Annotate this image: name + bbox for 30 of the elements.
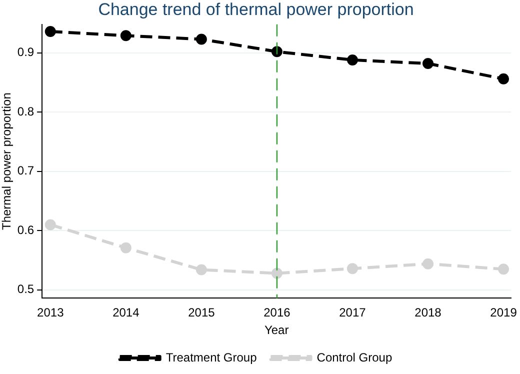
point <box>346 54 358 66</box>
x-tick-label: 2018 <box>414 306 442 320</box>
legend-label: Treatment Group <box>166 350 258 364</box>
x-axis-title: Year <box>264 323 289 338</box>
y-axis-title: Thermal power proportion <box>0 92 14 230</box>
x-tick-label: 2016 <box>264 306 291 320</box>
y-tick-label: 0.5 <box>17 282 34 296</box>
y-tick-label: 0.7 <box>17 164 34 178</box>
point <box>346 263 358 274</box>
y-tick-label: 0.6 <box>17 222 34 237</box>
point <box>271 268 282 279</box>
x-tick-label: 2015 <box>188 306 216 320</box>
point <box>422 58 434 70</box>
point <box>120 30 132 42</box>
point <box>498 73 510 84</box>
legend-label: Control Group <box>316 350 392 364</box>
point <box>196 264 207 276</box>
point <box>120 242 132 254</box>
point <box>196 34 207 45</box>
point <box>44 219 56 230</box>
point <box>498 264 510 275</box>
x-tick-label: 2017 <box>339 306 366 320</box>
point <box>44 26 56 38</box>
x-tick-label: 2014 <box>112 306 140 320</box>
x-tick-label: 2019 <box>490 306 518 320</box>
x-tick-label: 2013 <box>37 306 64 320</box>
y-tick-label: 0.8 <box>17 104 34 118</box>
y-tick-label: 0.9 <box>17 45 34 60</box>
chart-title: Change trend of thermal power proportion <box>98 0 414 19</box>
point <box>422 258 434 270</box>
